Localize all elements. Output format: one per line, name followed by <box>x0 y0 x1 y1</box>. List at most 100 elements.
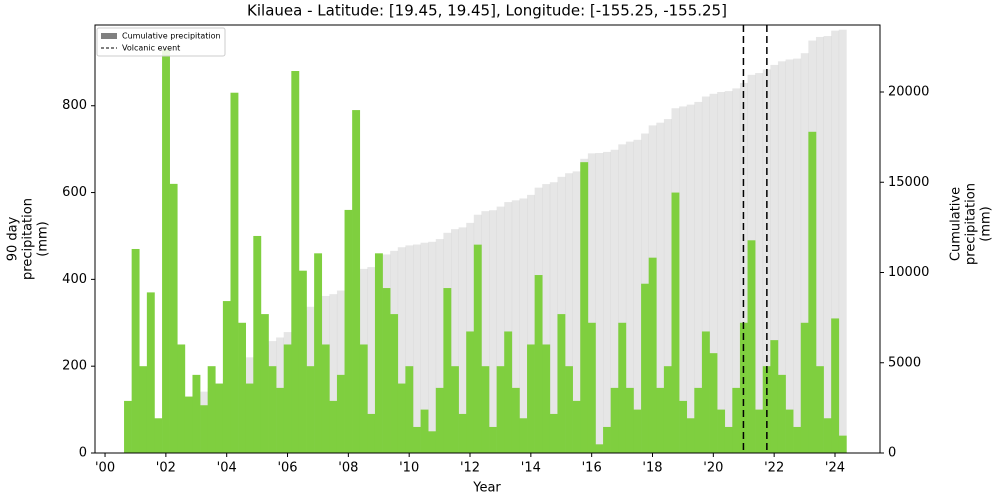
x-tick-label: '12 <box>460 461 480 476</box>
bar <box>428 431 437 453</box>
bar <box>641 283 649 453</box>
x-tick-label: '08 <box>338 461 358 476</box>
bar <box>177 344 186 453</box>
bar <box>519 418 528 453</box>
bar <box>420 242 429 453</box>
bar <box>777 61 786 453</box>
bar <box>359 344 368 453</box>
y-axis-label: precipitation <box>21 198 36 280</box>
bar <box>701 96 710 454</box>
y2-tick-label: 5000 <box>888 355 921 370</box>
bar <box>245 383 254 453</box>
bar <box>572 171 581 453</box>
bar <box>283 344 292 453</box>
y-tick-label: 800 <box>62 98 87 113</box>
bar <box>496 206 505 453</box>
bar <box>831 30 840 453</box>
legend: Cumulative precipitation Volcanic event <box>96 27 226 57</box>
bar <box>701 331 710 453</box>
bar <box>603 426 611 453</box>
bar <box>755 73 764 453</box>
y-tick-label: 600 <box>62 185 87 200</box>
x-tick-label: '14 <box>521 461 541 476</box>
y2-tick-label: 10000 <box>888 265 929 280</box>
bar <box>184 396 193 453</box>
bar <box>679 400 688 453</box>
y2-tick-label: 0 <box>888 446 896 461</box>
y-tick-label: 200 <box>62 359 87 374</box>
bar <box>633 139 642 453</box>
bar <box>610 149 619 453</box>
bar <box>663 366 672 453</box>
bar <box>336 374 345 453</box>
bar <box>146 292 155 453</box>
bar <box>139 366 148 453</box>
bar <box>785 59 794 453</box>
y-tick-label: 0 <box>79 446 87 461</box>
bar <box>527 194 535 453</box>
bar <box>549 182 558 453</box>
bar <box>565 173 573 453</box>
chart-title: Kilauea - Latitude: [19.45, 19.45], Long… <box>247 2 727 20</box>
bar <box>306 366 315 453</box>
bar <box>831 318 840 453</box>
bar <box>671 192 680 453</box>
bar <box>527 344 535 453</box>
bar <box>770 64 779 453</box>
legend-swatch <box>101 33 117 39</box>
bar <box>587 153 596 453</box>
y2-tick-label: 20000 <box>888 85 929 100</box>
bar <box>732 88 741 454</box>
bar <box>732 387 741 453</box>
x-tick-label: '22 <box>764 461 784 476</box>
bar <box>298 270 307 453</box>
bar <box>405 366 414 453</box>
bar <box>542 344 551 453</box>
y-axis-label: 90 day <box>6 216 21 261</box>
bar <box>451 229 459 453</box>
bar <box>648 257 657 453</box>
bar <box>686 104 695 454</box>
bar <box>618 144 627 453</box>
bar <box>709 353 718 453</box>
y2-axis-label: (mm) <box>979 206 994 241</box>
x-tick-label: '04 <box>217 461 237 476</box>
bar <box>800 53 809 453</box>
bar <box>489 210 497 453</box>
legend-box <box>96 27 226 57</box>
bar <box>534 275 543 453</box>
bar <box>595 153 604 453</box>
bar <box>815 366 824 453</box>
x-tick-label: '06 <box>277 461 297 476</box>
x-tick-label: '00 <box>95 461 115 476</box>
bar <box>397 247 406 453</box>
bar <box>724 91 733 454</box>
bar <box>519 198 528 453</box>
bar <box>542 184 551 453</box>
bar <box>595 444 604 453</box>
bar <box>770 340 779 453</box>
bar <box>352 110 361 454</box>
bar <box>823 36 832 453</box>
bar <box>656 387 665 453</box>
bar <box>504 202 513 453</box>
bar <box>344 209 353 453</box>
bar <box>793 58 802 453</box>
bar <box>291 71 300 453</box>
bar <box>633 409 642 453</box>
bar <box>473 244 482 453</box>
bar <box>420 409 429 453</box>
bar <box>329 400 338 453</box>
bar <box>390 314 399 453</box>
bar <box>215 383 224 453</box>
bar <box>686 418 695 453</box>
bar <box>238 322 247 453</box>
bar <box>777 374 786 453</box>
bar <box>694 101 703 454</box>
bar <box>458 413 467 453</box>
bar <box>336 290 345 453</box>
bar <box>222 301 231 453</box>
bar <box>481 366 490 453</box>
x-axis-label: Year <box>472 481 501 496</box>
bar <box>253 235 262 453</box>
